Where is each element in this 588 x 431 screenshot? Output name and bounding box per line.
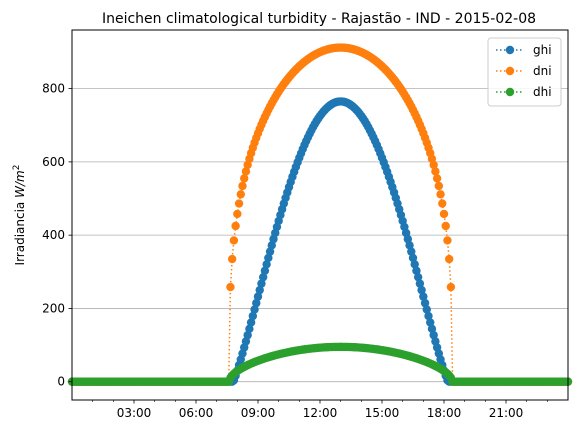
- data-point-ghi: [422, 305, 431, 314]
- x-tick-label-12:00: 12:00: [303, 406, 338, 420]
- data-point-dni: [436, 190, 445, 199]
- data-point-ghi: [427, 324, 437, 334]
- data-point-ghi: [264, 253, 273, 263]
- series-layer: [67, 43, 573, 386]
- data-point-dni: [444, 254, 454, 264]
- grid-lines: [72, 88, 568, 383]
- y-tick-label-0: 0: [57, 375, 65, 389]
- y-tick-label-200: 200: [42, 301, 65, 315]
- data-point-dni: [441, 221, 450, 231]
- data-point-dni: [439, 209, 449, 219]
- data-point-ghi: [253, 292, 263, 301]
- data-point-dni: [446, 282, 456, 292]
- data-point-dni: [434, 181, 444, 191]
- legend-label-ghi: ghi: [533, 43, 552, 57]
- y-axis-label-sup: 2: [12, 165, 22, 171]
- data-point-ghi: [257, 279, 266, 288]
- y-axis-label-unit: W/m: [13, 170, 27, 198]
- data-point-ghi: [248, 311, 258, 321]
- data-point-dni: [438, 199, 447, 208]
- legend-item-dni: dni: [496, 64, 552, 78]
- data-point-dni: [241, 167, 251, 176]
- y-tick-label-600: 600: [42, 155, 65, 169]
- data-point-dni: [233, 209, 242, 219]
- data-point-ghi: [255, 285, 264, 295]
- y-axis: 0 200 400 600 800: [42, 82, 72, 389]
- legend-marker-dhi: [505, 87, 515, 97]
- data-point-dni: [238, 181, 247, 191]
- x-tick-label-15:00: 15:00: [365, 406, 400, 420]
- data-point-dni: [431, 167, 440, 176]
- series-line-ghi: [72, 100, 568, 383]
- y-axis-label-text: Irradiancia: [13, 198, 27, 266]
- x-tick-label-18:00: 18:00: [427, 406, 462, 420]
- data-point-dni: [240, 174, 249, 183]
- x-tick-label-06:00: 06:00: [179, 406, 214, 420]
- data-point-ghi: [260, 266, 270, 275]
- series-dhi: [67, 342, 573, 386]
- data-point-ghi: [412, 266, 421, 275]
- data-point-dni: [227, 254, 237, 264]
- data-point-ghi: [258, 272, 268, 282]
- data-point-ghi: [417, 285, 426, 295]
- data-point-dni: [236, 190, 245, 199]
- data-point-ghi: [420, 298, 430, 308]
- data-point-dni: [226, 282, 235, 292]
- data-point-ghi: [262, 260, 271, 269]
- data-point-ghi: [245, 324, 254, 334]
- data-point-ghi: [424, 311, 433, 321]
- data-point-dni: [229, 236, 239, 245]
- data-point-ghi: [410, 260, 419, 269]
- data-point-ghi: [415, 279, 425, 288]
- legend-marker-dni: [505, 66, 515, 76]
- y-tick-label-400: 400: [42, 228, 65, 242]
- data-point-ghi: [243, 330, 252, 340]
- y-axis-label: Irradiancia W/m2: [12, 165, 27, 266]
- data-point-dni: [429, 160, 438, 170]
- legend-label-dni: dni: [533, 64, 552, 78]
- series-line-dhi: [72, 346, 568, 383]
- data-point-ghi: [426, 318, 435, 327]
- legend-label-dhi: dhi: [533, 85, 552, 99]
- data-point-ghi: [246, 318, 256, 327]
- data-point-dni: [234, 199, 244, 208]
- legend-item-ghi: ghi: [496, 43, 552, 57]
- data-point-dni: [432, 174, 442, 183]
- data-point-ghi: [407, 247, 416, 256]
- legend-item-dhi: dhi: [496, 85, 552, 99]
- data-point-ghi: [413, 272, 423, 282]
- legend-marker-ghi: [505, 45, 515, 55]
- data-point-dni: [443, 236, 452, 245]
- data-point-ghi: [408, 253, 418, 263]
- y-tick-label-800: 800: [42, 82, 65, 96]
- data-point-ghi: [250, 305, 259, 314]
- legend: ghi dni dhi: [487, 37, 562, 107]
- x-tick-label-21:00: 21:00: [489, 406, 524, 420]
- chart-title: Ineichen climatological turbidity - Raja…: [102, 11, 536, 27]
- data-point-ghi: [252, 298, 261, 308]
- data-point-dni: [231, 221, 240, 231]
- series-ghi: [67, 97, 573, 386]
- legend-box: [487, 37, 562, 107]
- x-tick-label-03:00: 03:00: [117, 406, 152, 420]
- x-tick-label-09:00: 09:00: [241, 406, 276, 420]
- x-axis: 03:00 06:00 09:00 12:00 15:00 18:00 21:00: [92, 400, 548, 420]
- data-point-ghi: [419, 292, 428, 301]
